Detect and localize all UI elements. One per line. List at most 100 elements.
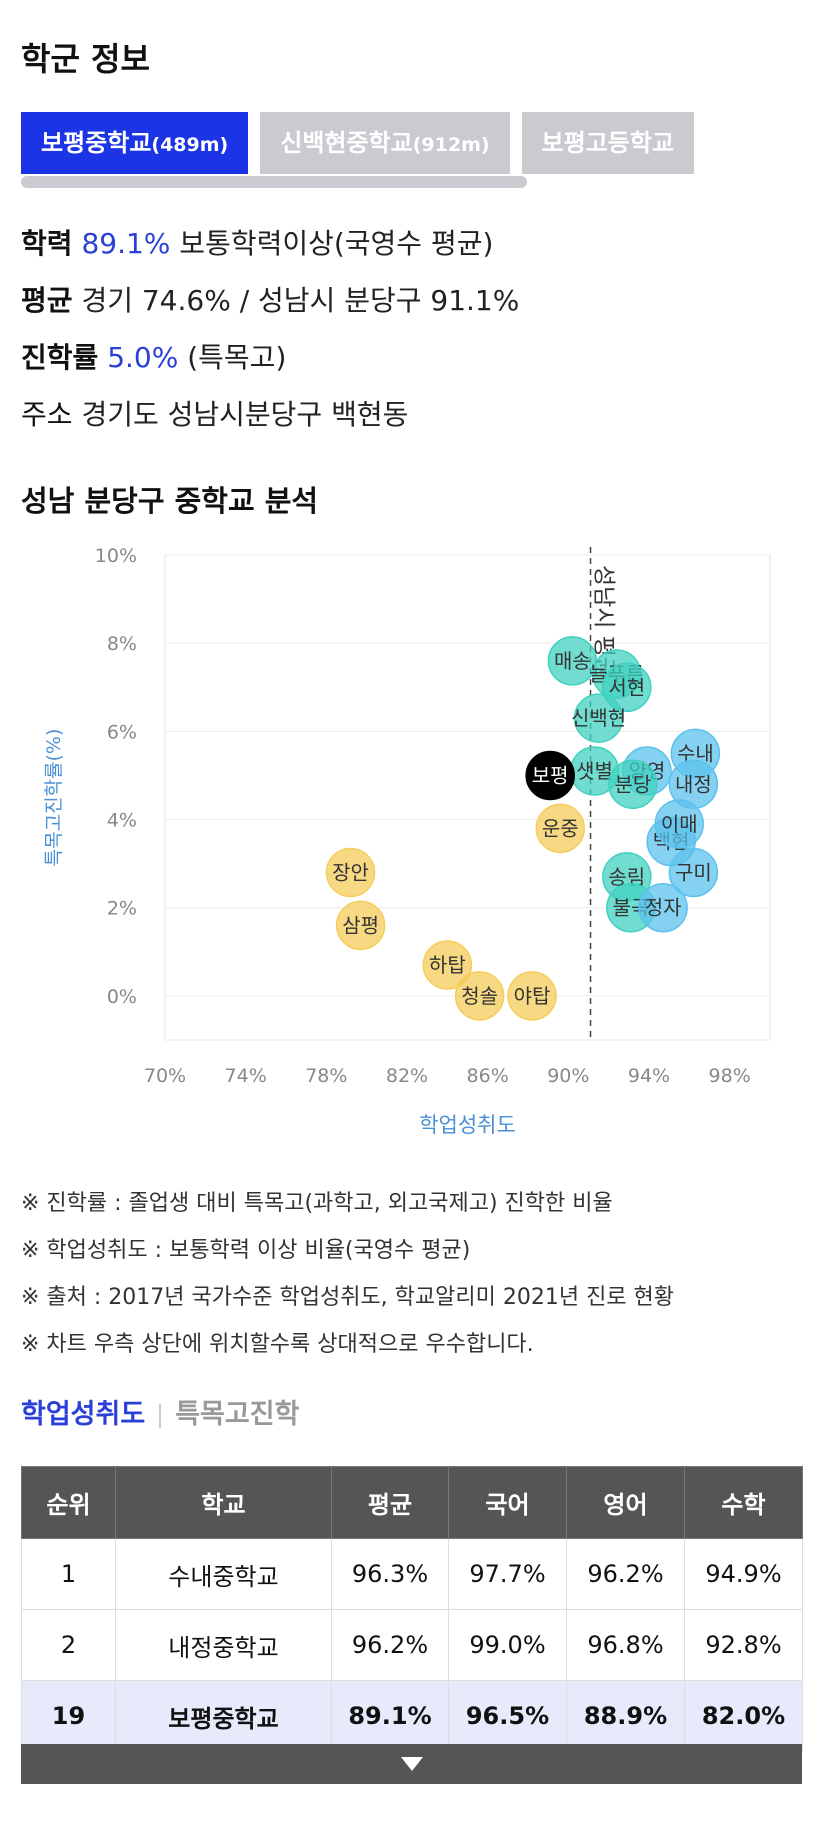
x-tick-label: 78%: [305, 1065, 347, 1087]
scatter-point: [573, 693, 624, 743]
info-advancement: 진학률 5.0% (특목고): [21, 336, 286, 376]
point-label: 정자: [645, 896, 682, 920]
header-rank: 순위: [21, 1466, 116, 1539]
tab-school-distance: (489m): [151, 134, 229, 156]
cell-english: 88.9%: [566, 1680, 685, 1752]
y-tick-label: 2%: [107, 898, 137, 920]
header-korean: 국어: [448, 1466, 567, 1539]
notes: ※ 진학률 : 졸업생 대비 특목고(과학고, 외고국제고) 진학한 비율 ※ …: [21, 1180, 674, 1368]
x-tick-label: 86%: [467, 1065, 509, 1087]
tab-school-distance: (912m): [412, 134, 490, 156]
note-item: ※ 학업성취도 : 보통학력 이상 비율(국영수 평균): [21, 1238, 471, 1263]
tab-school-name: 보평고등학교: [541, 129, 675, 157]
y-axis-label: 특목고진학률(%): [43, 729, 65, 867]
header-math: 수학: [684, 1466, 803, 1539]
cell-english: 96.2%: [566, 1538, 685, 1610]
scatter-point: [507, 971, 557, 1021]
cell-school: 보평중학교: [115, 1680, 332, 1752]
scatter-point: [525, 750, 575, 801]
scatter-point: [608, 759, 658, 810]
point-label: 서현: [608, 675, 645, 699]
cell-average: 96.3%: [331, 1538, 449, 1610]
x-tick-label: 94%: [628, 1065, 670, 1087]
info-academic-label: 학력: [21, 227, 73, 260]
scatter-point: [422, 940, 473, 990]
point-label: 분당: [614, 772, 651, 796]
tab-school-0[interactable]: 보평중학교(489m): [21, 112, 249, 174]
y-tick-label: 6%: [107, 721, 137, 743]
cell-english: 96.8%: [566, 1609, 685, 1681]
point-label: 샛별: [576, 759, 613, 783]
x-tick-label: 98%: [709, 1065, 751, 1087]
info-academic-desc: 보통학력이상(국영수 평균): [179, 227, 494, 260]
table-row-current[interactable]: 19 보평중학교 89.1% 96.5% 88.9% 82.0%: [21, 1680, 803, 1752]
info-address: 주소 경기도 성남시분당구 백현동: [21, 393, 408, 433]
info-academic: 학력 89.1% 보통학력이상(국영수 평균): [21, 222, 493, 262]
scatter-point: [668, 847, 719, 898]
x-tick-label: 90%: [547, 1065, 589, 1087]
scatter-chart: 0% 2% 4% 6% 8% 10% 70% 74% 78% 82% 86% 90% 94% 98% 학업성…: [43, 545, 771, 1137]
tab-school-name: 보평중학교: [41, 129, 152, 157]
tab-school-name: 신백현중학교: [280, 129, 413, 157]
scatter-point: [454, 971, 505, 1021]
scatter-point: [654, 799, 704, 849]
ranking-subtabs: 학업성취도 특목고진학: [21, 1392, 299, 1431]
y-tick-label: 8%: [107, 633, 137, 655]
y-tick-label: 4%: [107, 810, 137, 832]
subtab-academic[interactable]: 학업성취도: [21, 1399, 146, 1430]
point-label: 구미: [675, 860, 712, 884]
subtab-divider: [159, 1403, 162, 1428]
header-english: 영어: [566, 1466, 685, 1539]
tabs-scrollbar[interactable]: [21, 176, 527, 188]
cell-korean: 96.5%: [448, 1680, 567, 1752]
cell-average: 96.2%: [331, 1609, 449, 1681]
cell-rank: 1: [21, 1538, 116, 1610]
tab-school-1[interactable]: 신백현중학교(912m): [260, 112, 510, 174]
info-average-label: 평균: [21, 284, 73, 317]
point-label: 내정: [675, 772, 712, 796]
cell-math: 82.0%: [684, 1680, 803, 1752]
note-item: ※ 출처 : 2017년 국가수준 학업성취도, 학교알리미 2021년 진로 …: [21, 1285, 675, 1310]
info-advancement-value: 5.0%: [107, 341, 179, 374]
point-label: 신백현: [571, 706, 626, 730]
point-label: 하탑: [429, 953, 466, 977]
subtab-special-high[interactable]: 특목고진학: [175, 1399, 300, 1430]
cell-korean: 99.0%: [448, 1609, 567, 1681]
cell-math: 92.8%: [684, 1609, 803, 1681]
point-label: 운중: [542, 816, 579, 840]
point-label: 청솔: [461, 984, 498, 1008]
ranking-table: 순위 학교 평균 국어 영어 수학 1 수내중학교 96.3% 97.7% 96…: [21, 1466, 803, 1752]
header-average: 평균: [331, 1466, 449, 1539]
info-advancement-desc: (특목고): [187, 341, 287, 374]
cell-school: 내정중학교: [115, 1609, 332, 1681]
info-advancement-label: 진학률: [21, 341, 99, 374]
info-address-text: 경기도 성남시분당구 백현동: [81, 398, 409, 431]
info-academic-value: 89.1%: [81, 227, 171, 260]
scatter-point: [335, 900, 386, 951]
point-label: 장안: [332, 860, 369, 884]
x-tick-label: 70%: [144, 1065, 186, 1087]
tab-school-2[interactable]: 보평고등학교: [521, 112, 695, 174]
note-item: ※ 진학률 : 졸업생 대비 특목고(과학고, 외고국제고) 진학한 비율: [21, 1191, 613, 1216]
table-row[interactable]: 2 내정중학교 96.2% 99.0% 96.8% 92.8%: [21, 1609, 803, 1681]
x-tick-label: 82%: [386, 1065, 428, 1087]
cell-school: 수내중학교: [115, 1538, 332, 1610]
scatter-point: [638, 882, 688, 933]
cell-math: 94.9%: [684, 1538, 803, 1610]
point-label: 야탑: [514, 984, 551, 1008]
y-tick-label: 0%: [107, 986, 137, 1008]
table-row[interactable]: 1 수내중학교 96.3% 97.7% 96.2% 94.9%: [21, 1538, 803, 1610]
y-tick-label: 10%: [95, 545, 137, 567]
point-label: 보평: [532, 763, 569, 787]
page-title: 학군 정보: [21, 40, 150, 78]
cell-average: 89.1%: [331, 1680, 449, 1752]
point-label: 이매: [661, 812, 698, 836]
cell-korean: 97.7%: [448, 1538, 567, 1610]
expand-table-button[interactable]: [21, 1744, 802, 1784]
chevron-down-icon: [401, 1757, 423, 1771]
section-title: 성남 분당구 중학교 분석: [21, 484, 319, 518]
cell-rank: 19: [21, 1680, 116, 1752]
info-average: 평균 경기 74.6% / 성남시 분당구 91.1%: [21, 279, 519, 319]
table-header-row: 순위 학교 평균 국어 영어 수학: [21, 1466, 803, 1539]
x-axis-label: 학업성취도: [419, 1113, 516, 1137]
